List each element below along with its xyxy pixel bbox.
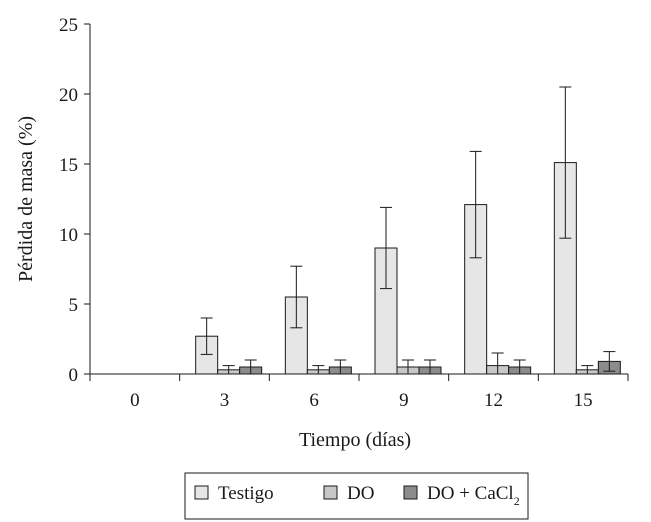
x-tick-label: 12 bbox=[484, 390, 503, 411]
legend-label-subscript: 2 bbox=[514, 494, 520, 508]
y-tick-label: 20 bbox=[59, 85, 78, 106]
y-tick-label: 0 bbox=[69, 365, 79, 386]
y-tick-label: 5 bbox=[69, 295, 79, 316]
legend-label: Testigo bbox=[218, 483, 274, 504]
y-axis: 0 5 10 15 20 25 bbox=[59, 15, 91, 386]
legend-label: DO + CaCl2 bbox=[427, 483, 520, 508]
legend-swatch bbox=[403, 485, 418, 500]
x-tick-label: 0 bbox=[130, 390, 140, 411]
legend-label: DO bbox=[347, 483, 374, 504]
x-tick-label: 15 bbox=[574, 390, 593, 411]
y-tick-label: 25 bbox=[59, 15, 78, 36]
x-tick-label: 9 bbox=[399, 390, 409, 411]
bars bbox=[195, 86, 621, 375]
legend: Testigo DO DO + CaCl2 bbox=[184, 472, 529, 520]
y-axis-title: Pérdida de masa (%) bbox=[15, 116, 37, 282]
y-tick-label: 10 bbox=[59, 225, 78, 246]
x-tick-label: 6 bbox=[309, 390, 319, 411]
legend-swatch bbox=[323, 485, 338, 500]
legend-swatch bbox=[194, 485, 209, 500]
x-axis-title: Tiempo (días) bbox=[299, 429, 411, 451]
x-tick-label: 3 bbox=[220, 390, 230, 411]
x-axis: 0 3 6 9 12 15 bbox=[89, 373, 629, 411]
y-tick-label: 15 bbox=[59, 155, 78, 176]
legend-box bbox=[184, 472, 529, 520]
